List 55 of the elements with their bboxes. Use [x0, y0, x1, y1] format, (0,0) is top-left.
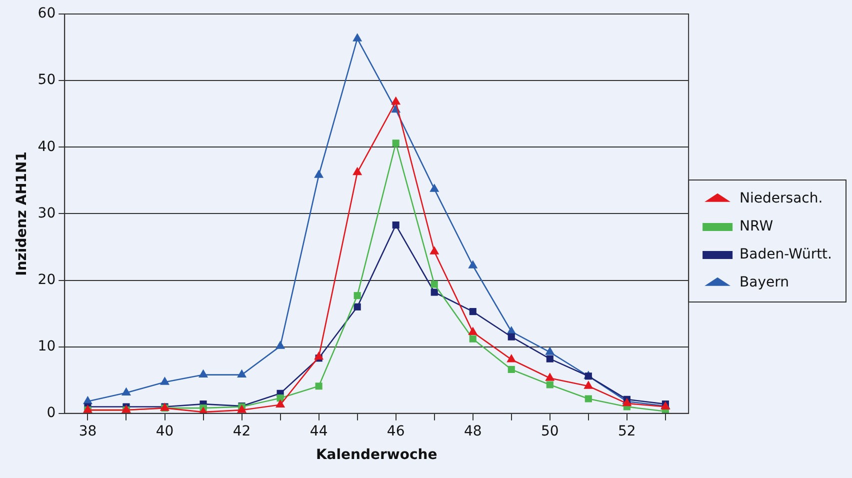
x-tick-label: 46 — [386, 423, 405, 440]
legend-label: NRW — [740, 218, 774, 235]
point — [545, 372, 555, 381]
y-axis-title: Inzidenz AH1N1 — [14, 152, 30, 276]
point — [430, 246, 440, 254]
x-tick-label: 40 — [156, 423, 174, 440]
legend-label: Bayern — [740, 274, 790, 291]
point — [430, 288, 438, 296]
point — [160, 376, 170, 385]
point — [469, 335, 476, 342]
y-tick-label: 60 — [38, 6, 56, 22]
y-tick-label: 10 — [38, 338, 56, 354]
x-tick-label: 44 — [310, 423, 328, 440]
y-tick-label: 50 — [38, 72, 56, 88]
x-tick-label: 50 — [540, 423, 559, 440]
point — [198, 369, 208, 378]
y-tick-label: 40 — [38, 138, 56, 155]
point — [276, 340, 286, 349]
x-axis-title: Kalenderwoche — [316, 447, 438, 464]
point — [314, 170, 324, 178]
point — [584, 380, 594, 389]
point — [468, 326, 478, 335]
point — [237, 404, 247, 413]
x-tick-label: 48 — [464, 423, 482, 440]
point — [468, 260, 478, 268]
point — [430, 280, 438, 288]
point — [506, 354, 516, 362]
point — [508, 366, 515, 373]
point — [392, 221, 400, 229]
legend-label: Baden-Württ. — [740, 246, 832, 263]
point — [469, 308, 476, 316]
point — [352, 166, 362, 176]
point — [314, 351, 324, 360]
point — [352, 33, 362, 42]
point — [121, 387, 131, 396]
legend-label: Niedersach. — [740, 190, 823, 207]
point — [237, 369, 247, 378]
point — [315, 382, 322, 390]
y-tick-label: 0 — [46, 405, 56, 422]
point — [354, 292, 361, 300]
x-tick-label: 52 — [618, 423, 636, 440]
point — [276, 399, 286, 408]
point — [392, 140, 400, 147]
point — [354, 303, 361, 310]
x-tick-label: 42 — [232, 423, 251, 440]
point — [584, 395, 592, 402]
point — [546, 381, 554, 388]
point — [430, 184, 440, 192]
x-tick-label: 38 — [78, 423, 97, 440]
point — [508, 333, 515, 340]
y-tick-label: 30 — [38, 205, 56, 222]
point — [391, 96, 401, 105]
point — [546, 355, 554, 362]
point — [545, 346, 555, 355]
y-tick-label: 20 — [38, 272, 56, 288]
